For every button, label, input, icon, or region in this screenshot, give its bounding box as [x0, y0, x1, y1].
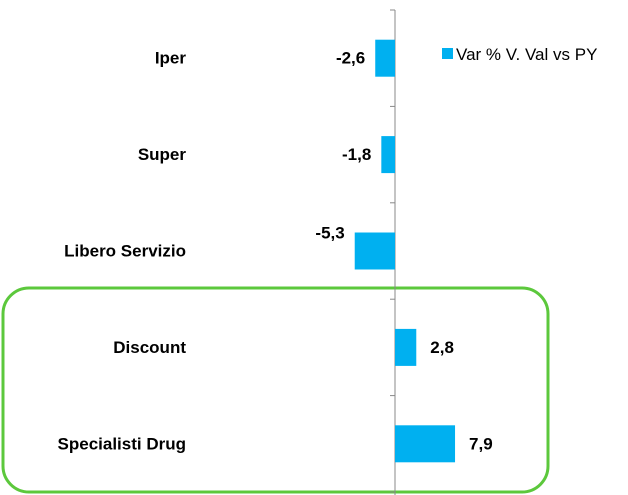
highlight-box — [1, 286, 550, 494]
bar — [395, 328, 417, 366]
bar — [381, 136, 395, 174]
category-label: Iper — [155, 49, 187, 68]
category-label: Specialisti Drug — [58, 434, 186, 453]
bar — [375, 39, 395, 77]
legend-label: Var % V. Val vs PY — [456, 45, 598, 64]
value-label: -5,3 — [315, 223, 344, 242]
legend: Var % V. Val vs PY — [442, 44, 622, 66]
bar — [354, 232, 395, 270]
value-label: -1,8 — [342, 145, 371, 164]
value-label: 2,8 — [430, 338, 454, 357]
category-label: Discount — [113, 338, 186, 357]
bar — [395, 425, 456, 463]
legend-swatch — [442, 48, 453, 59]
value-label: 7,9 — [469, 434, 493, 453]
category-label: Libero Servizio — [64, 241, 186, 260]
category-label: Super — [138, 145, 187, 164]
value-label: -2,6 — [336, 49, 365, 68]
